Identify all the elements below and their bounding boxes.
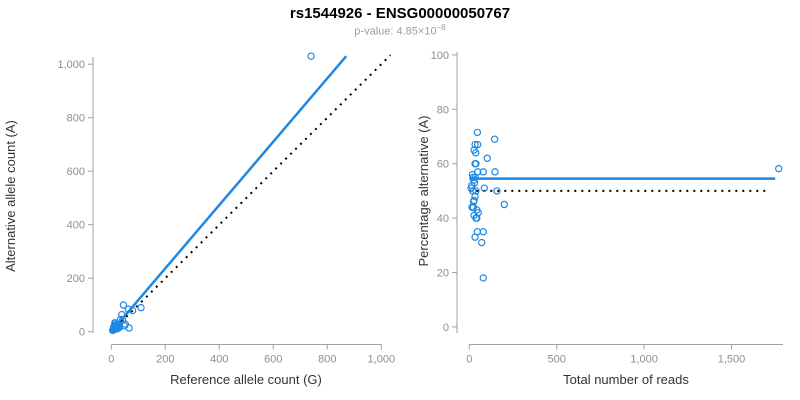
x-tick-label: 1,000 xyxy=(630,354,658,366)
data-point xyxy=(500,200,508,209)
data-point xyxy=(479,168,487,176)
x-tick-label: 800 xyxy=(318,354,336,366)
data-point xyxy=(491,168,499,176)
data-point xyxy=(472,149,480,157)
data-point xyxy=(118,310,126,319)
x-axis-title: Reference allele count (G) xyxy=(170,372,322,387)
y-axis-title: Percentage alternative (A) xyxy=(416,115,431,266)
x-tick-label: 400 xyxy=(210,354,228,366)
data-point xyxy=(120,322,129,330)
data-point xyxy=(471,233,479,241)
identity-line xyxy=(110,54,392,333)
y-tick-label: 0 xyxy=(79,327,85,339)
data-point xyxy=(473,140,482,149)
data-point xyxy=(124,305,133,313)
data-point xyxy=(125,324,133,332)
figure-title: rs1544926 - ENSG00000050767 xyxy=(289,5,511,22)
figure-subtitle: p-value: 4.85×10−8 xyxy=(0,23,800,38)
data-point xyxy=(483,154,492,162)
y-axis-title: Alternative allele count (A) xyxy=(3,120,18,272)
data-point xyxy=(774,164,783,173)
data-point xyxy=(128,306,137,315)
y-tick-label: 200 xyxy=(67,273,85,285)
data-point xyxy=(490,135,499,143)
y-tick-label: 20 xyxy=(437,268,449,280)
y-tick-label: 80 xyxy=(437,104,449,116)
x-tick-label: 200 xyxy=(156,354,174,366)
y-tick-label: 60 xyxy=(437,159,449,171)
data-point xyxy=(469,187,477,195)
x-axis-title: Total number of reads xyxy=(563,372,689,387)
data-point xyxy=(479,227,487,236)
allele-counts-scatter-panel: 0 200 400 600 800 1,000 0 200 400 600 800 1,000 Refe… xyxy=(3,52,396,387)
x-tick-label: 1,000 xyxy=(368,354,396,366)
data-point xyxy=(119,301,128,309)
data-point xyxy=(493,187,501,195)
x-tick-label: 600 xyxy=(264,354,282,366)
x-tick-label: 500 xyxy=(548,354,566,366)
pvalue-exponent: −8 xyxy=(436,23,446,32)
data-point xyxy=(111,325,119,333)
data-point xyxy=(472,187,480,195)
y-tick-label: 1,000 xyxy=(57,59,85,71)
data-point xyxy=(472,159,480,168)
y-tick-label: 0 xyxy=(443,322,449,334)
y-tick-label: 600 xyxy=(67,166,85,178)
x-tick-label: 0 xyxy=(108,354,114,366)
data-point xyxy=(471,140,479,149)
data-point xyxy=(480,184,489,192)
percentage-alternative-scatter-panel: 0 500 1,000 1,500 0 20 40 60 80 100 Total number o… xyxy=(416,50,783,387)
data-point xyxy=(470,179,479,187)
regression-line xyxy=(110,55,348,333)
data-point xyxy=(478,238,486,247)
y-tick-label: 800 xyxy=(67,113,85,125)
data-point xyxy=(479,274,487,282)
y-tick-label: 400 xyxy=(67,220,85,232)
x-tick-label: 1,500 xyxy=(718,354,746,366)
data-point xyxy=(473,214,481,222)
x-tick-label: 0 xyxy=(466,354,472,366)
pvalue-text: p-value: 4.85×10 xyxy=(354,25,437,38)
data-point xyxy=(473,128,482,137)
data-point xyxy=(307,52,315,60)
y-tick-label: 40 xyxy=(437,213,449,225)
y-tick-label: 100 xyxy=(431,50,449,62)
data-point xyxy=(137,303,145,312)
data-point xyxy=(469,198,478,206)
